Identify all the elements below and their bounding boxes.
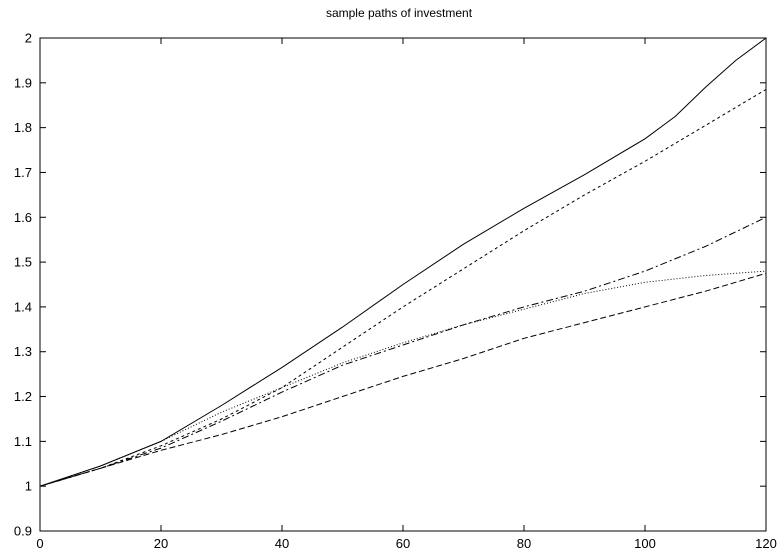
series-line-1-solid (39, 37, 767, 487)
series-line-2-dashed (39, 89, 767, 487)
y-tick-label: 2 (25, 31, 32, 46)
x-tick-label: 120 (755, 536, 777, 551)
y-axis: 0.9 1 1.1 1.2 1.3 1.4 1.5 1.6 1.7 1.8 1.9 2 (14, 31, 766, 539)
y-tick-label: 1.4 (14, 299, 32, 314)
x-axis: 0 20 40 60 80 100 120 (36, 38, 777, 551)
y-tick-label: 0.9 (14, 524, 32, 539)
x-tick-label: 80 (517, 536, 531, 551)
y-tick-label: 1.8 (14, 120, 32, 135)
x-tick-label: 100 (634, 536, 656, 551)
y-tick-label: 1.5 (14, 255, 32, 270)
series-line-5-long-dash (39, 272, 767, 487)
y-tick-label: 1.7 (14, 165, 32, 180)
series-line-4-dotted (39, 270, 767, 487)
x-tick-label: 60 (396, 536, 410, 551)
x-tick-label: 40 (275, 536, 289, 551)
series-group (39, 37, 767, 487)
y-tick-label: 1.9 (14, 75, 32, 90)
y-tick-label: 1.2 (14, 389, 32, 404)
y-tick-label: 1 (25, 479, 32, 494)
x-tick-label: 20 (154, 536, 168, 551)
y-tick-label: 1.3 (14, 344, 32, 359)
chart-title: sample paths of investment (326, 6, 473, 20)
y-tick-label: 1.1 (14, 434, 32, 449)
x-tick-label: 0 (36, 536, 43, 551)
y-tick-label: 1.6 (14, 210, 32, 225)
series-line-3-dash-dot (39, 216, 767, 487)
